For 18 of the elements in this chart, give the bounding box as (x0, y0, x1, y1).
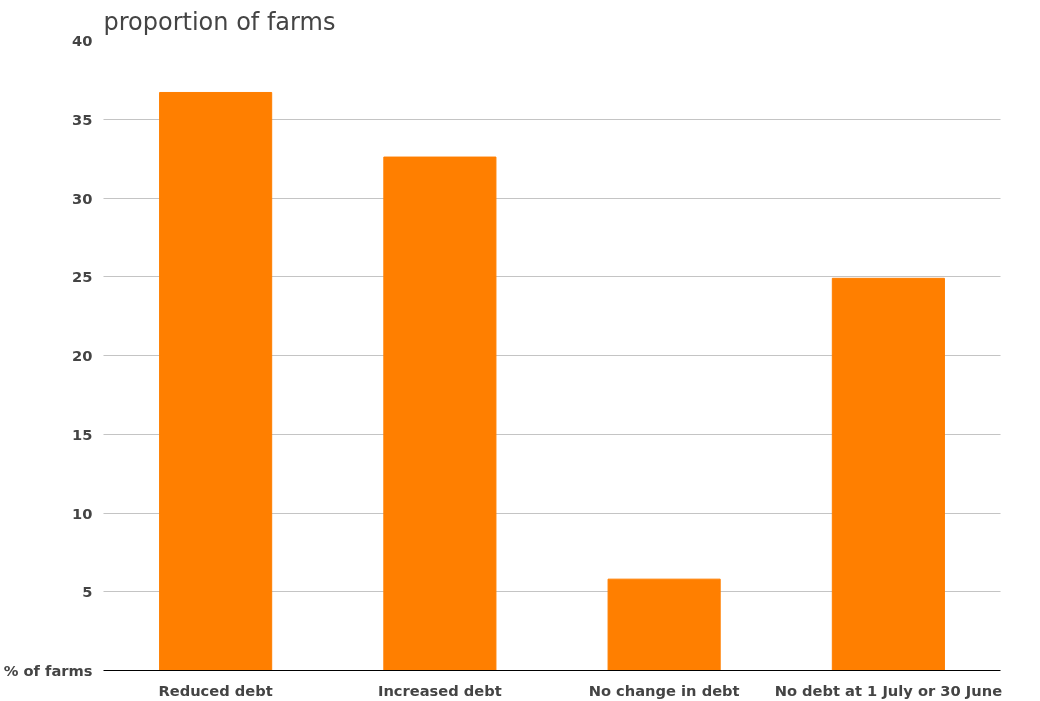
y-tick-label: 40 (72, 32, 93, 49)
bar (383, 156, 497, 671)
y-tick-label: 30 (72, 189, 93, 207)
bar (607, 578, 721, 671)
y-tick-label: 15 (72, 425, 93, 443)
x-tick-label: No change in debt (588, 681, 740, 699)
y-tick-label: % of farms (3, 662, 93, 679)
x-tick-label: No debt at 1 July or 30 June (774, 681, 1003, 699)
bar (831, 277, 945, 671)
y-tick-label: 10 (72, 504, 93, 522)
y-tick-label: 20 (72, 347, 93, 364)
chart-title: proportion of farms (103, 7, 336, 36)
bar (159, 91, 273, 671)
y-tick-label: 25 (72, 268, 93, 286)
y-tick-label: 5 (82, 583, 93, 601)
y-tick-label: 35 (72, 110, 93, 128)
x-tick-label: Reduced debt (158, 681, 273, 699)
x-tick-label: Increased debt (377, 681, 502, 699)
